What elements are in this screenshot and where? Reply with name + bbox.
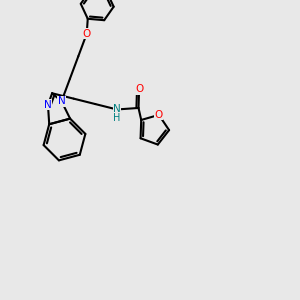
Text: N: N xyxy=(44,100,52,110)
Text: N: N xyxy=(58,96,65,106)
Text: H: H xyxy=(113,113,121,123)
Text: O: O xyxy=(135,84,143,94)
Text: N: N xyxy=(113,104,121,115)
Text: O: O xyxy=(155,110,163,120)
Text: O: O xyxy=(82,29,91,39)
